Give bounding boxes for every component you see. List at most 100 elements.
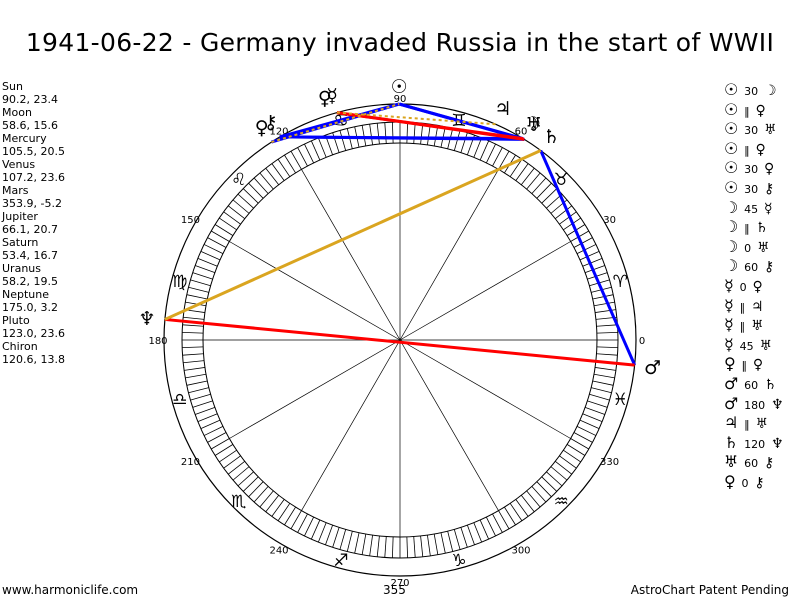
chart-title: 1941-06-22 - Germany invaded Russia in t… [25, 28, 775, 57]
pluto-glyph: ♀ [255, 117, 269, 139]
aspect-planet-b: ⚷ [764, 455, 775, 472]
aspect-row: ♂ 60 ♄ [724, 374, 800, 394]
aspect-type: 45 [744, 202, 759, 216]
degree-tick [354, 532, 360, 554]
degree-tick [361, 125, 367, 147]
degree-tick [479, 519, 490, 540]
planet-name: Jupiter [2, 210, 38, 223]
degree-tick [593, 301, 615, 307]
degree-label: 330 [600, 457, 619, 468]
aspect-type: ‖ [744, 143, 750, 157]
aspect-planet-a: ♃ [724, 413, 739, 433]
planet-position-list: Sun 90.2, 23.4 Moon 58.6, 15.6 Mercury 105.5,… [2, 80, 102, 366]
degree-tick [297, 513, 308, 533]
degree-tick [325, 524, 333, 545]
degree-tick [550, 466, 568, 481]
aspect-type: 30 [744, 85, 759, 98]
aspect-planet-a: ♀ [724, 354, 736, 374]
degree-tick [253, 486, 269, 503]
aspect-planet-a: ♂ [724, 393, 739, 413]
degree-tick [227, 460, 246, 475]
degree-tick [427, 124, 431, 145]
degree-tick [304, 516, 315, 537]
degree-tick [369, 124, 373, 145]
planet-coords: 53.4, 16.7 [2, 249, 58, 262]
degree-tick [596, 331, 618, 334]
aspect-type: 60 [744, 261, 759, 275]
degree-label: 210 [181, 457, 200, 468]
degree-tick [248, 481, 264, 498]
degree-tick [332, 132, 340, 153]
aspect-row: ☉ ‖ ♀ [724, 100, 800, 120]
aspect-planet-b: ♀ [752, 278, 763, 295]
degree-tick [592, 380, 614, 386]
planet-name: Neptune [2, 288, 50, 301]
degree-tick [420, 535, 424, 557]
degree-tick [211, 230, 230, 242]
degree-tick [259, 490, 274, 508]
aspect-planet-b: ♆ [771, 435, 784, 452]
degree-tick [526, 172, 541, 190]
degree-tick [190, 279, 211, 287]
degree-tick [596, 346, 618, 349]
degree-tick [467, 524, 475, 545]
mars-glyph: ♂ [644, 357, 661, 379]
aspect-planet-b: ♄ [755, 220, 769, 237]
aspect-type: ‖ [744, 104, 750, 118]
aries-glyph: ♈ [613, 272, 628, 292]
degree-tick [197, 413, 218, 423]
footer-website: www.harmoniclife.com [2, 583, 139, 597]
degree-tick [223, 455, 241, 469]
degree-tick [200, 419, 221, 430]
aspect-type: 45 [739, 339, 754, 353]
aspect-type: 30 [744, 124, 759, 138]
degree-tick [332, 527, 340, 548]
degree-tick [453, 529, 461, 550]
saturn-glyph: ♄ [543, 126, 560, 148]
aspect-planet-a: ☉ [724, 138, 739, 158]
aspect-line [279, 135, 525, 141]
degree-label: 150 [181, 215, 200, 226]
degree-tick [186, 294, 208, 300]
aspect-type: 0 [741, 476, 749, 490]
aspect-type: 0 [744, 241, 752, 255]
degree-tick [197, 257, 218, 267]
aspect-row: ☿ ‖ ♅ [724, 315, 800, 335]
planet-coords: 66.1, 20.7 [2, 223, 58, 236]
neptune-glyph: ♆ [138, 308, 155, 330]
degree-tick [219, 449, 237, 463]
degree-tick [473, 522, 483, 543]
degree-tick [420, 123, 424, 145]
degree-tick [185, 373, 207, 379]
degree-tick [460, 527, 468, 548]
aspect-planet-b: ⚷ [764, 259, 775, 276]
aspect-planet-a: ☽ [724, 197, 739, 217]
aspect-row: ☉ 30 ♅ [724, 119, 800, 139]
degree-tick [188, 387, 209, 394]
degree-tick [200, 250, 221, 261]
degree-tick [253, 177, 269, 194]
degree-tick [391, 122, 394, 144]
degree-tick [579, 419, 600, 430]
jupiter-glyph: ♃ [494, 98, 511, 120]
degree-tick [595, 309, 616, 313]
degree-label: 180 [148, 336, 167, 347]
degree-tick [531, 486, 547, 503]
aspect-row: ♂ 180 ♆ [724, 394, 800, 414]
degree-tick [541, 476, 558, 492]
aspect-type: 60 [744, 457, 759, 471]
aspect-type: ‖ [744, 418, 750, 432]
capricorn-glyph: ♑ [451, 551, 466, 571]
degree-tick [369, 535, 373, 556]
degree-tick [546, 471, 563, 487]
planet-coords: 120.6, 13.8 [2, 353, 65, 366]
degree-tick [406, 536, 409, 558]
aspect-row: ☽ 60 ⚷ [724, 256, 800, 276]
degree-tick [492, 147, 503, 167]
degree-tick [573, 432, 593, 443]
aspect-planet-a: ☿ [724, 275, 734, 295]
degree-tick [509, 503, 523, 521]
degree-tick [413, 536, 416, 558]
aspect-planet-a: ♅ [724, 452, 739, 472]
aspect-row: ☽ ‖ ♄ [724, 217, 800, 237]
